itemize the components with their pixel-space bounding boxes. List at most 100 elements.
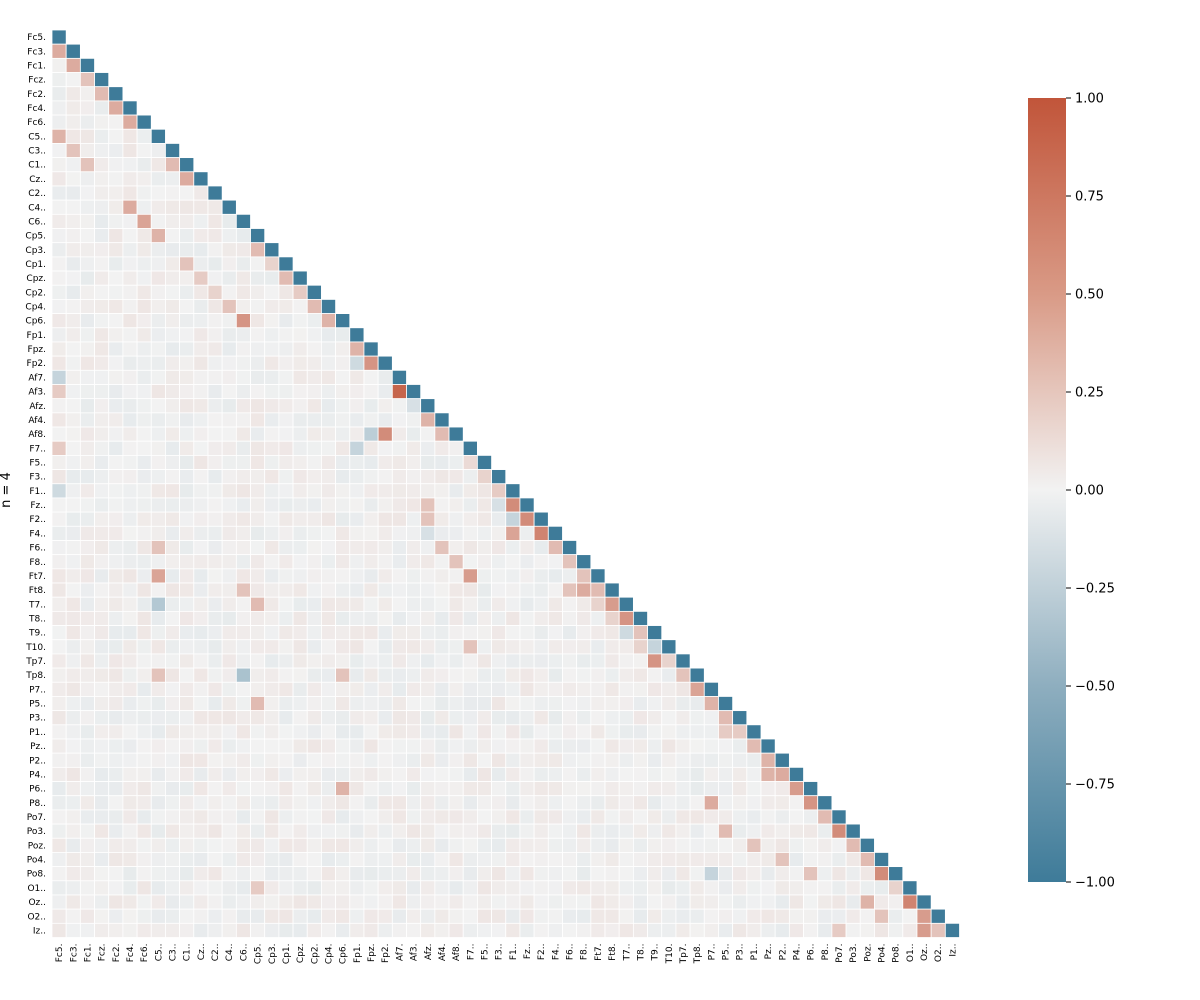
- heatmap-cell: [51, 483, 67, 499]
- heatmap-cell: [335, 483, 351, 499]
- x-tick-label: P7..: [707, 944, 717, 961]
- heatmap-cell: [718, 795, 734, 811]
- heatmap-cell: [51, 100, 67, 116]
- heatmap-cell: [108, 412, 124, 428]
- heatmap-cell: [321, 710, 337, 726]
- heatmap-cell: [150, 582, 166, 598]
- heatmap-cell: [391, 596, 407, 612]
- colorbar-tick-label: −0.25: [1075, 582, 1115, 597]
- heatmap-cell: [689, 852, 705, 868]
- heatmap-cell: [491, 724, 507, 740]
- heatmap-cell: [207, 852, 223, 868]
- heatmap-cell: [391, 540, 407, 556]
- heatmap-cell: [51, 781, 67, 797]
- x-tick-label: Fc3.: [69, 944, 79, 963]
- heatmap-cell: [278, 412, 294, 428]
- heatmap-cell: [377, 511, 393, 527]
- heatmap-cell: [377, 568, 393, 584]
- heatmap-cell: [760, 752, 776, 768]
- y-tick-label: Af4.: [28, 416, 46, 426]
- heatmap-cell: [221, 752, 237, 768]
- heatmap-cell: [491, 667, 507, 683]
- heatmap-cell: [760, 795, 776, 811]
- heatmap-cell: [122, 823, 138, 839]
- heatmap-cell: [377, 554, 393, 570]
- heatmap-cell: [207, 710, 223, 726]
- heatmap-cell: [533, 540, 549, 556]
- heatmap-cell: [661, 823, 677, 839]
- y-tick-label: Fcz.: [28, 76, 46, 86]
- heatmap-cell: [108, 681, 124, 697]
- heatmap-cell: [689, 880, 705, 896]
- heatmap-cell: [590, 710, 606, 726]
- heatmap-cell: [165, 681, 181, 697]
- heatmap-cell: [618, 724, 634, 740]
- heatmap-cell: [491, 738, 507, 754]
- heatmap-cell: [207, 284, 223, 300]
- heatmap-cell: [377, 922, 393, 938]
- heatmap-cell: [150, 667, 166, 683]
- heatmap-cell: [604, 823, 620, 839]
- x-tick-label: C4..: [225, 944, 235, 962]
- x-tick-label: F5..: [480, 944, 490, 961]
- x-tick-label: Fc6.: [140, 944, 150, 963]
- heatmap-cell: [335, 610, 351, 626]
- heatmap-cell: [51, 852, 67, 868]
- heatmap-cell: [661, 696, 677, 712]
- heatmap-cell: [831, 880, 847, 896]
- heatmap-cell: [321, 469, 337, 485]
- heatmap-cell: [632, 667, 648, 683]
- heatmap-cell: [122, 908, 138, 924]
- heatmap-cell: [292, 667, 308, 683]
- heatmap-cell: [476, 781, 492, 797]
- heatmap-cell: [278, 667, 294, 683]
- heatmap-cell: [193, 639, 209, 655]
- heatmap-cell: [746, 894, 762, 910]
- heatmap-cell: [65, 908, 81, 924]
- heatmap-cell: [136, 639, 152, 655]
- heatmap-cell: [377, 653, 393, 669]
- heatmap-cell: [250, 596, 266, 612]
- heatmap-cell: [661, 880, 677, 896]
- heatmap-cell: [491, 483, 507, 499]
- heatmap-cell: [391, 795, 407, 811]
- heatmap-cell: [278, 724, 294, 740]
- heatmap-cell: [122, 284, 138, 300]
- heatmap-cell: [122, 724, 138, 740]
- heatmap-cell: [349, 852, 365, 868]
- heatmap-cell: [65, 525, 81, 541]
- heatmap-cell: [65, 86, 81, 102]
- heatmap-cell: [618, 922, 634, 938]
- y-tick-label: C5..: [28, 132, 46, 142]
- heatmap-cell: [207, 653, 223, 669]
- heatmap-cell: [235, 228, 251, 244]
- heatmap-cell: [335, 738, 351, 754]
- heatmap-cell: [420, 398, 436, 414]
- heatmap-cell: [51, 525, 67, 541]
- heatmap-cell: [788, 766, 804, 782]
- heatmap-cell: [335, 398, 351, 414]
- heatmap-cell: [150, 384, 166, 400]
- heatmap-cell: [519, 610, 535, 626]
- heatmap-cell: [306, 781, 322, 797]
- heatmap-cell: [193, 880, 209, 896]
- heatmap-cell: [79, 525, 95, 541]
- heatmap-cell: [604, 625, 620, 641]
- heatmap-cell: [108, 582, 124, 598]
- heatmap-cell: [604, 738, 620, 754]
- heatmap-cell: [150, 426, 166, 442]
- heatmap-cell: [632, 852, 648, 868]
- x-tick-label: Tp8.: [693, 944, 703, 965]
- heatmap-cell: [349, 369, 365, 385]
- heatmap-cell: [207, 639, 223, 655]
- heatmap-cell: [420, 823, 436, 839]
- heatmap-cell: [562, 738, 578, 754]
- heatmap-cell: [803, 823, 819, 839]
- heatmap-cell: [377, 398, 393, 414]
- heatmap-cell: [547, 681, 563, 697]
- heatmap-cell: [788, 781, 804, 797]
- heatmap-cell: [221, 795, 237, 811]
- heatmap-cell: [476, 625, 492, 641]
- heatmap-cell: [774, 766, 790, 782]
- heatmap-cell: [306, 412, 322, 428]
